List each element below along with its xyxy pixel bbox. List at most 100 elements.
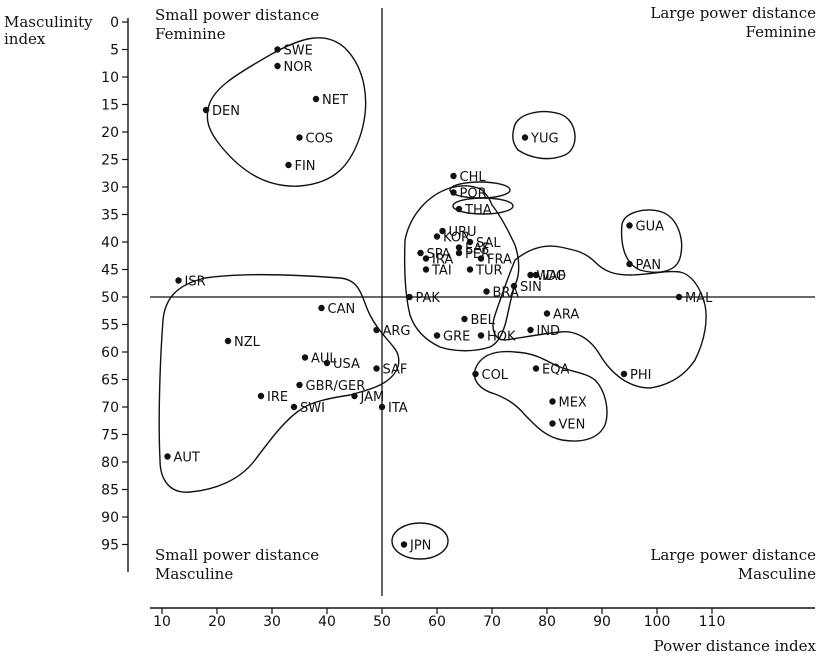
point-label: AUT xyxy=(174,451,200,466)
x-tick-label: 100 xyxy=(644,614,671,630)
point-tha: THA xyxy=(455,203,492,218)
y-tick-label: 50 xyxy=(101,290,119,306)
point-marker xyxy=(626,222,633,229)
cluster-nordic xyxy=(206,37,367,187)
point-label: IND xyxy=(537,324,561,339)
point-label: ARG xyxy=(383,324,411,339)
point-hok: HOK xyxy=(477,330,516,345)
point-nzl: NZL xyxy=(224,335,261,350)
point-marker xyxy=(290,403,298,411)
x-tick-label: 10 xyxy=(153,614,171,630)
point-label: ITA xyxy=(388,401,408,416)
point-jpn: JPN xyxy=(400,539,431,554)
point-label: DEN xyxy=(212,104,240,119)
point-marker xyxy=(521,134,529,141)
point-marker xyxy=(477,332,485,339)
point-label: IDO xyxy=(542,269,566,284)
quadrant-label-top-right-line1: Large power distance xyxy=(650,4,816,22)
point-label: IRE xyxy=(267,390,288,405)
point-marker xyxy=(450,172,457,180)
point-marker xyxy=(543,310,551,317)
point-label: WAF xyxy=(537,269,566,284)
point-marker xyxy=(433,233,441,240)
point-usa: USA xyxy=(323,357,360,372)
x-tick-label: 70 xyxy=(483,614,501,630)
x-tick-label: 80 xyxy=(538,614,556,630)
point-aul: AUL xyxy=(301,352,337,367)
point-label: SWE xyxy=(284,44,313,59)
quadrant-label-bottom-right: Large power distance Masculine xyxy=(650,546,816,584)
point-marker xyxy=(483,288,490,295)
cluster-outlines xyxy=(158,37,707,560)
y-tick-label: 10 xyxy=(101,70,119,86)
point-label: PAK xyxy=(416,291,441,306)
y-tick-label: 55 xyxy=(101,318,119,334)
point-waf: WAF xyxy=(527,269,565,284)
point-label: EQA xyxy=(542,363,569,378)
point-marker xyxy=(257,392,265,400)
y-tick-label: 90 xyxy=(101,510,119,526)
point-chl: CHL xyxy=(450,170,486,185)
point-label: COL xyxy=(482,368,509,383)
point-label: SAF xyxy=(383,363,408,378)
point-marker xyxy=(351,392,358,400)
point-saf: SAF xyxy=(373,363,407,378)
point-jam: JAM xyxy=(351,390,384,405)
point-gua: GUA xyxy=(626,220,664,235)
point-label: NZL xyxy=(234,335,261,350)
point-marker xyxy=(510,282,518,290)
point-label: FRA xyxy=(487,253,512,268)
quadrant-label-top-left-line1: Small power distance xyxy=(155,6,320,24)
quadrant-label-top-right: Large power distance Feminine xyxy=(650,4,816,42)
x-tick-label: 60 xyxy=(428,614,446,630)
point-label: URU xyxy=(449,225,477,240)
point-label: SWI xyxy=(300,401,325,416)
point-label: HOK xyxy=(487,330,516,345)
y-tick-label: 25 xyxy=(101,153,119,169)
y-tick-label: 60 xyxy=(101,345,119,361)
point-label: EAF xyxy=(465,242,490,257)
point-swi: SWI xyxy=(290,401,325,416)
point-label: BRA xyxy=(493,286,519,301)
point-marker xyxy=(532,271,540,279)
point-label: PHI xyxy=(630,368,651,383)
quadrant-label-top-left: Small power distance Feminine xyxy=(155,6,319,44)
point-gbr-ger: GBR/GER xyxy=(296,379,365,394)
y-tick-label: 45 xyxy=(101,263,119,279)
point-pak: PAK xyxy=(406,291,440,306)
quadrant-label-top-left-line2: Feminine xyxy=(155,25,226,43)
point-marker xyxy=(400,541,408,548)
cluster-thailand xyxy=(452,197,514,215)
point-nor: NOR xyxy=(274,60,313,75)
point-marker xyxy=(296,381,303,389)
point-marker xyxy=(202,106,210,114)
point-col: COL xyxy=(472,368,509,383)
x-tick-label: 20 xyxy=(208,614,226,630)
y-tick-label: 95 xyxy=(101,538,119,554)
x-tick-label: 30 xyxy=(263,614,281,630)
point-swe: SWE xyxy=(274,44,313,59)
y-tick-label: 80 xyxy=(101,455,119,471)
point-marker xyxy=(532,365,540,372)
point-marker xyxy=(450,189,457,196)
point-label: YUG xyxy=(530,132,559,147)
point-label: JPN xyxy=(409,539,431,554)
point-label: SPA xyxy=(427,247,451,262)
point-per: PER xyxy=(455,247,490,262)
point-label: KOR xyxy=(443,231,470,246)
point-ara: ARA xyxy=(543,308,579,323)
point-marker xyxy=(527,326,534,334)
point-marker xyxy=(439,227,446,235)
point-label: MAL xyxy=(685,291,713,306)
point-marker xyxy=(301,354,309,361)
quadrant-label-bottom-right-line1: Large power distance xyxy=(650,546,816,564)
point-ira: IRA xyxy=(422,253,453,268)
point-bra: BRA xyxy=(483,286,519,301)
point-yug: YUG xyxy=(521,132,559,147)
point-marker xyxy=(620,370,628,378)
point-marker xyxy=(466,238,474,246)
point-marker xyxy=(455,205,463,213)
point-marker xyxy=(472,370,479,378)
point-net: NET xyxy=(312,93,348,108)
